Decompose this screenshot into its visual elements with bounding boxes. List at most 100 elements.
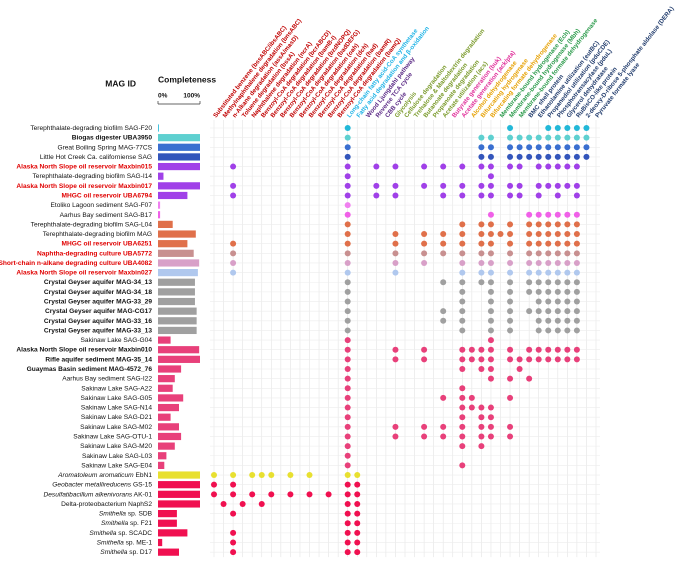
dot — [516, 163, 523, 170]
row-label: MHGC oil reservoir UBA6251 — [61, 240, 152, 247]
dot — [554, 259, 561, 266]
dot — [487, 279, 494, 286]
dot — [459, 269, 466, 276]
completeness-bar — [158, 471, 200, 479]
row-label-text: Aarhus Bay sediment SAG-I22 — [62, 375, 152, 382]
dot — [354, 472, 361, 479]
dot — [535, 298, 542, 305]
row-label-italic: Geobacter metallireducens — [52, 481, 132, 488]
dot — [478, 346, 485, 353]
dot — [554, 163, 561, 170]
dot — [545, 327, 552, 334]
row-label: Sakinaw Lake SAG-D21 — [81, 414, 152, 421]
dot — [507, 250, 514, 257]
dot — [344, 404, 351, 411]
completeness-bar — [158, 249, 194, 257]
dot — [459, 433, 466, 440]
dot — [344, 481, 351, 488]
row-label-text: Terephthalate-degrading biofilm MAG — [43, 231, 152, 238]
dot — [526, 279, 533, 286]
completeness-bar — [158, 355, 200, 363]
dot — [220, 500, 227, 507]
row-label-italic: Smithella — [101, 520, 128, 527]
dot — [478, 231, 485, 238]
dot — [535, 134, 542, 141]
dot — [507, 153, 514, 160]
dot — [526, 221, 533, 228]
dot — [545, 269, 552, 276]
dot — [487, 211, 494, 218]
dot — [487, 221, 494, 228]
dot — [564, 298, 571, 305]
dot — [440, 250, 447, 257]
dot — [516, 182, 523, 189]
dot — [344, 472, 351, 479]
dot — [554, 144, 561, 151]
dot — [478, 182, 485, 189]
dot — [487, 298, 494, 305]
completeness-bar — [158, 269, 198, 277]
completeness-bar — [158, 288, 195, 296]
dot — [535, 259, 542, 266]
dot — [459, 394, 466, 401]
row-label-text: Alaska North Slope oil reservoir Maxbin0… — [16, 183, 152, 190]
dot — [392, 356, 399, 363]
completeness-bar — [158, 297, 195, 306]
dot — [344, 423, 351, 430]
dot — [564, 288, 571, 295]
dot — [354, 500, 361, 507]
row-label-text: EbN1 — [136, 472, 153, 479]
dot — [344, 317, 351, 324]
dot — [554, 240, 561, 247]
dot — [526, 346, 533, 353]
completeness-bar — [158, 326, 197, 335]
row-label-italic: Desulfatibacillum alkenivorans — [44, 491, 133, 498]
completeness-bar — [158, 490, 200, 498]
dot — [344, 337, 351, 344]
dot — [487, 404, 494, 411]
dot — [459, 404, 466, 411]
dot — [478, 269, 485, 276]
dot — [573, 211, 580, 218]
dot — [526, 375, 533, 382]
row-label: Little Hot Creek Ca. californiense SAG — [40, 154, 152, 161]
row-label-text: GS-15 — [133, 481, 152, 488]
completeness-bar — [158, 230, 196, 238]
dot — [507, 259, 514, 266]
row-label: Etoliko Lagoon sediment SAG-F07 — [50, 202, 152, 209]
dot — [459, 308, 466, 315]
dot — [421, 240, 428, 247]
dot — [287, 472, 294, 479]
dot — [344, 549, 351, 556]
dot — [258, 472, 265, 479]
row-label-text: sp. SCADC — [118, 530, 152, 537]
dot — [344, 134, 351, 141]
dot — [516, 356, 523, 363]
dot — [249, 472, 256, 479]
dot — [268, 491, 275, 498]
completeness-bar — [158, 432, 182, 441]
dot — [507, 279, 514, 286]
dot — [459, 259, 466, 266]
dot — [573, 346, 580, 353]
dot — [535, 308, 542, 315]
dot — [459, 462, 466, 469]
dot — [554, 288, 561, 295]
row-label: Terephthalate-degrading biofilm MAG — [43, 231, 152, 238]
dot — [535, 221, 542, 228]
dot — [545, 346, 552, 353]
row-label: Smithella sp. F21 — [101, 520, 152, 527]
dot — [507, 269, 514, 276]
dot — [545, 153, 552, 160]
row-label-text: Crystal Geyser aquifer MAG-34_18 — [44, 289, 152, 296]
completeness-bar — [158, 423, 179, 431]
dot — [440, 423, 447, 430]
row-label: Sakinaw Lake SAG-M02 — [80, 424, 152, 431]
dot — [487, 288, 494, 295]
dot — [478, 250, 485, 257]
dot — [459, 346, 466, 353]
row-label: Naphtha-degrading culture UBA5772 — [37, 250, 152, 257]
dot — [573, 134, 580, 141]
dot — [526, 144, 533, 151]
